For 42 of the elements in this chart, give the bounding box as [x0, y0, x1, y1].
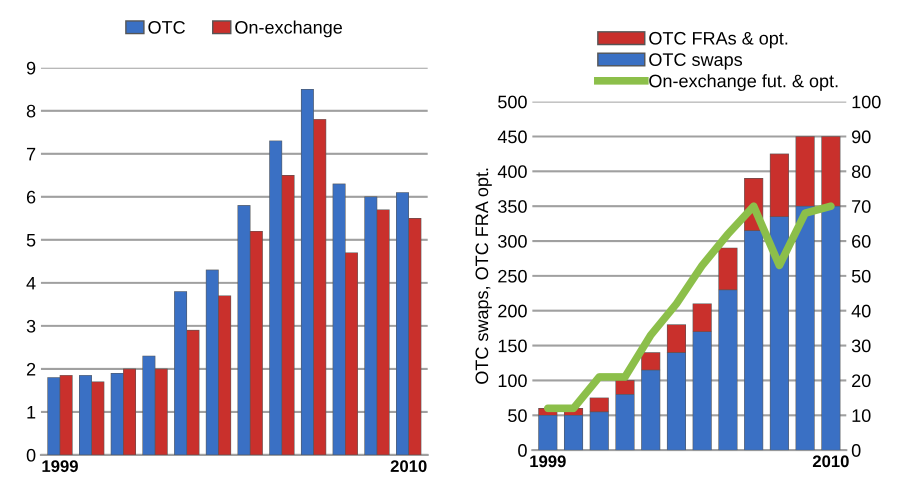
y2-tick-label: 0	[852, 444, 860, 457]
y2-tick-label: 40	[852, 304, 871, 318]
y-tick-label: 2	[26, 362, 36, 376]
y-axis-title: OTC swaps, OTC FRA opt.	[475, 168, 492, 384]
y-tick-label: 150	[498, 340, 527, 352]
y-tick-label: 250	[498, 270, 527, 283]
y-tick-label: 200	[498, 304, 527, 318]
y2-tick-label: 50	[852, 270, 871, 283]
y-tick-label: 4	[26, 276, 36, 290]
legend-label: OTC swaps	[649, 53, 742, 70]
y2-tick-label: 80	[852, 165, 871, 178]
y2-tick-label: 30	[852, 340, 871, 352]
legend-label: OTC FRAs & opt.	[649, 32, 788, 48]
y-tick-label: 50	[508, 409, 527, 422]
y-tick-label: 500	[498, 96, 527, 108]
y-tick-label: 6	[26, 190, 36, 204]
y-tick-label: 3	[26, 320, 36, 333]
y-tick-label: 0	[26, 448, 36, 462]
legend-label: OTC	[148, 20, 185, 34]
legend-label: On-exchange	[235, 20, 342, 38]
y2-tick-label: 70	[852, 200, 871, 213]
y2-tick-label: 20	[852, 374, 871, 388]
y-tick-label: 450	[498, 130, 527, 144]
y2-tick-label: 100	[852, 96, 881, 108]
y-tick-label: 400	[498, 165, 527, 178]
x-tick-label: 1999	[530, 455, 566, 468]
x-tick-label: 1999	[42, 460, 78, 472]
y-tick-label: 5	[26, 234, 36, 247]
y2-tick-label: 90	[852, 130, 871, 144]
y-tick-label: 350	[498, 200, 527, 213]
y-tick-label: 7	[26, 148, 36, 160]
y-tick-label: 1	[27, 406, 36, 418]
y-tick-label: 100	[498, 374, 527, 388]
y-tick-label: 0	[518, 444, 527, 457]
y2-tick-label: 60	[852, 234, 871, 248]
y-tick-label: 9	[26, 62, 36, 74]
y2-tick-label: 10	[852, 409, 871, 422]
x-tick-label: 2010	[812, 455, 849, 468]
x-tick-label: 2010	[390, 460, 427, 472]
y-tick-label: 8	[26, 104, 36, 118]
y-tick-label: 300	[498, 234, 527, 248]
legend-label: On-exchange fut. & opt.	[649, 74, 838, 91]
